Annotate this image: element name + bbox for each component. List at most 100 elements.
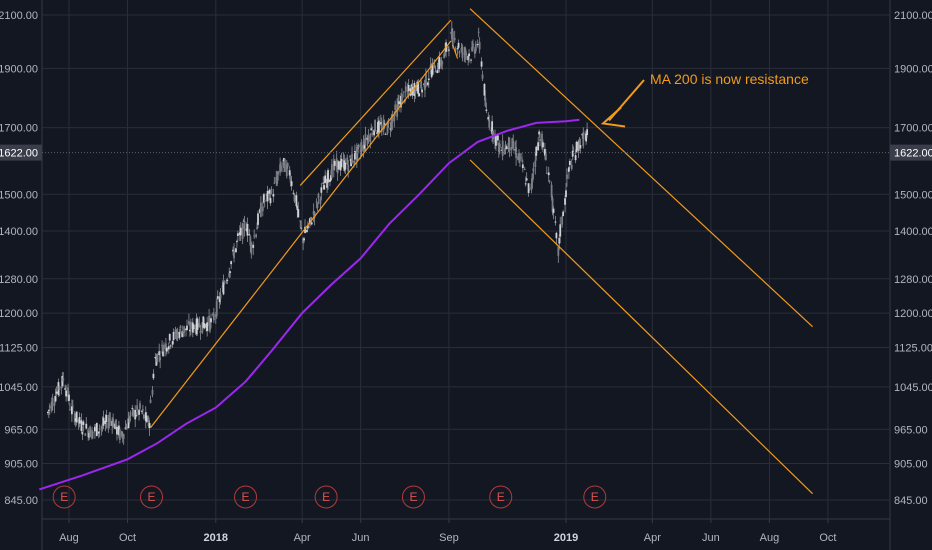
candle-body [108,418,111,423]
candle-body [275,177,278,183]
candle-body [376,132,378,134]
candle-body [78,417,81,424]
earnings-marker [140,485,164,509]
x-tick-label: Jun [352,532,370,544]
candle-body [131,407,134,409]
candle-body [519,153,521,161]
candle-body [566,174,568,179]
candle-body [538,131,541,135]
y-tick-label-right: 1900.00 [894,63,932,75]
candle-body [125,426,128,430]
candle-body [470,59,472,61]
candle-body [447,47,449,49]
candle-body [159,357,162,361]
candle-body [362,141,365,152]
candle-body [349,155,352,158]
candle-body [524,183,527,185]
candle-body [510,147,513,150]
candle-body [135,415,138,417]
candle-body [57,382,60,396]
candle-body [98,428,101,430]
candle-body [364,134,367,146]
candle-body [253,235,256,237]
candle-body [535,146,538,156]
candle-body [517,156,519,160]
candle-body [214,314,217,317]
ma-200-line [38,118,580,491]
candle-body [389,128,392,130]
candle-body [285,163,288,177]
candle-body [383,123,386,125]
candle-body [218,296,221,303]
candle-body [259,209,261,213]
candle-body [512,140,515,149]
earnings-marker [401,485,425,509]
candle-body [476,44,479,46]
candle-body [350,158,352,167]
y-tick-label-right: 1400.00 [894,226,932,238]
candle-body [286,163,289,167]
candle-body [424,80,426,91]
earnings-marker [234,485,258,509]
candle-body [212,314,214,316]
candle-body [277,171,280,175]
candle-body [297,209,300,218]
candle-body [561,216,564,225]
candle-body [430,69,433,78]
candle-body [290,181,293,187]
candle-body [585,133,588,142]
candle-body [293,193,296,202]
candle-body [574,155,577,161]
candle-body [142,414,145,419]
y-tick-label-right: 965.00 [894,424,928,436]
candle-body [84,433,87,436]
candle-body [309,217,312,221]
candle-body [478,41,481,50]
candle-body [165,343,167,351]
candle-body [210,318,212,323]
x-tick-label: Apr [644,532,661,544]
candle-body [356,145,359,154]
candle-body [225,280,228,283]
candle-body [199,330,202,333]
candle-body [246,224,249,236]
current-price-label-right-bg [890,144,932,161]
y-tick-label-right: 1200.00 [894,308,932,320]
candle-body [222,282,225,295]
candle-body [477,31,480,33]
candle-body [168,333,171,341]
candle-body [581,133,584,136]
candle-body [175,335,178,339]
candle-body [134,409,137,420]
candle-body [261,206,264,212]
candle-body [118,429,121,441]
candle-body [152,373,155,379]
candle-body [94,426,96,432]
x-tick-label: Jun [702,532,720,544]
candle-body [427,78,430,80]
candle-body [380,125,383,133]
candle-body [495,135,497,146]
annotation-text: MA 200 is now resistance [650,71,809,87]
candle-body [378,120,380,133]
earnings-marker [52,485,76,509]
candle-body [440,59,443,67]
candle-body [255,234,257,238]
candle-body [494,133,496,143]
candle-body [454,49,457,51]
y-tick-label-left: 965.00 [4,424,38,436]
candle-body [451,31,454,47]
candle-body [116,426,118,435]
candle-body [121,434,124,439]
candle-body [463,53,466,55]
candle-body [315,201,318,203]
candle-body [92,431,94,433]
candle-body [528,187,531,189]
candle-body [104,420,107,424]
candle-body [111,420,114,426]
candle-body [426,82,429,85]
candle-body [337,161,340,170]
candle-body [491,121,494,134]
candle-body [443,53,446,59]
candle-body [46,411,49,414]
